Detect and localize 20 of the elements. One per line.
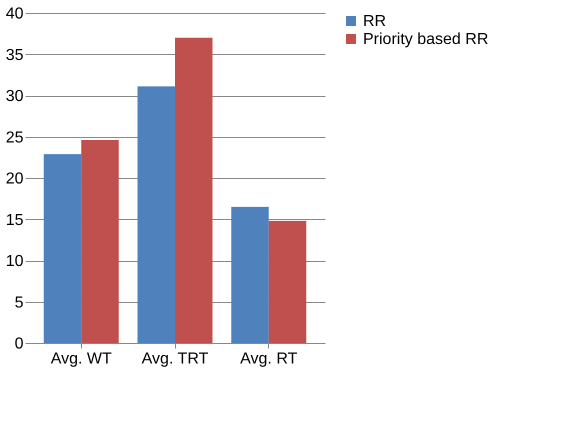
y-tick-label: 10 bbox=[6, 253, 24, 270]
y-tick-label: 40 bbox=[6, 6, 24, 22]
bar bbox=[81, 140, 119, 343]
bar bbox=[138, 86, 175, 343]
y-tick-label: 25 bbox=[6, 129, 24, 146]
x-tick-label: Avg. WT bbox=[50, 350, 112, 368]
legend-label: RR bbox=[363, 13, 386, 30]
legend-label: Priority based RR bbox=[363, 31, 488, 48]
y-tick-label: 35 bbox=[6, 46, 24, 64]
y-tick-label: 30 bbox=[6, 88, 24, 105]
x-tick-label: Avg. RT bbox=[240, 350, 298, 368]
y-tick-label: 0 bbox=[14, 336, 24, 352]
bar bbox=[44, 154, 82, 343]
y-tick-label: 5 bbox=[14, 294, 24, 312]
bar bbox=[175, 38, 212, 343]
x-tick-label: Avg. TRT bbox=[142, 350, 209, 368]
y-tick-label: 15 bbox=[6, 212, 24, 229]
y-tick-label: 20 bbox=[6, 170, 24, 188]
bar bbox=[231, 206, 269, 343]
bar bbox=[268, 220, 306, 343]
